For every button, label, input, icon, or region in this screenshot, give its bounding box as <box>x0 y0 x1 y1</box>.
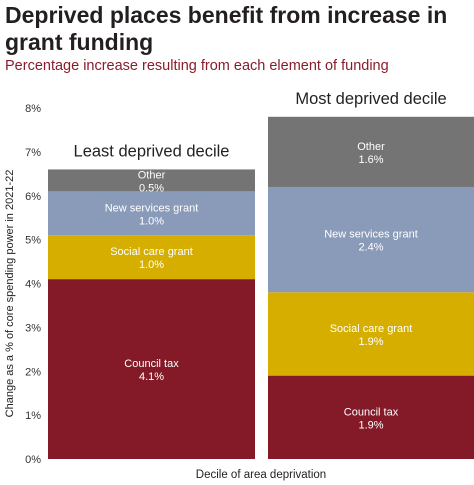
segment-value-label: 1.9% <box>358 336 383 348</box>
y-tick-label: 1% <box>25 410 41 422</box>
segment-name-label: Other <box>357 141 385 153</box>
y-tick-label: 3% <box>25 322 41 334</box>
segment-value-label: 1.9% <box>358 419 383 431</box>
y-tick-label: 8% <box>25 103 41 115</box>
segment-name-label: Other <box>138 169 166 181</box>
bar-category-label: Most deprived decile <box>295 90 446 108</box>
y-tick-label: 7% <box>25 147 41 159</box>
segment-name-label: New services grant <box>324 229 418 241</box>
chart-subtitle: Percentage increase resulting from each … <box>5 58 389 74</box>
bar-category-label: Least deprived decile <box>74 142 230 160</box>
segment-value-label: 2.4% <box>358 242 383 254</box>
bar-segment <box>48 279 255 459</box>
bar-segment <box>268 116 474 187</box>
segment-value-label: 4.1% <box>139 371 164 383</box>
bar-segment <box>48 169 255 192</box>
segment-name-label: New services grant <box>105 202 199 214</box>
segment-name-label: Social care grant <box>110 246 193 258</box>
y-tick-label: 5% <box>25 235 41 247</box>
segment-value-label: 1.0% <box>139 259 164 271</box>
segment-name-label: Social care grant <box>330 323 413 335</box>
bar-segment <box>268 186 474 293</box>
bar-segment <box>268 292 474 376</box>
y-tick-label: 0% <box>25 454 41 466</box>
y-tick-label: 6% <box>25 191 41 203</box>
segment-value-label: 0.5% <box>139 182 164 194</box>
bar-segment <box>48 235 255 280</box>
segment-value-label: 1.0% <box>139 215 164 227</box>
bar-segment <box>268 375 474 459</box>
chart-title: Deprived places benefit from increase in… <box>5 2 448 55</box>
x-axis-title: Decile of area deprivation <box>196 469 326 481</box>
segment-name-label: Council tax <box>124 358 179 370</box>
bar-segment <box>48 191 255 236</box>
y-tick-label: 2% <box>25 366 41 378</box>
y-tick-label: 4% <box>25 279 41 291</box>
segment-name-label: Council tax <box>344 406 399 418</box>
y-axis-title: Change as a % of core spending power in … <box>4 170 16 418</box>
segment-value-label: 1.6% <box>358 154 383 166</box>
